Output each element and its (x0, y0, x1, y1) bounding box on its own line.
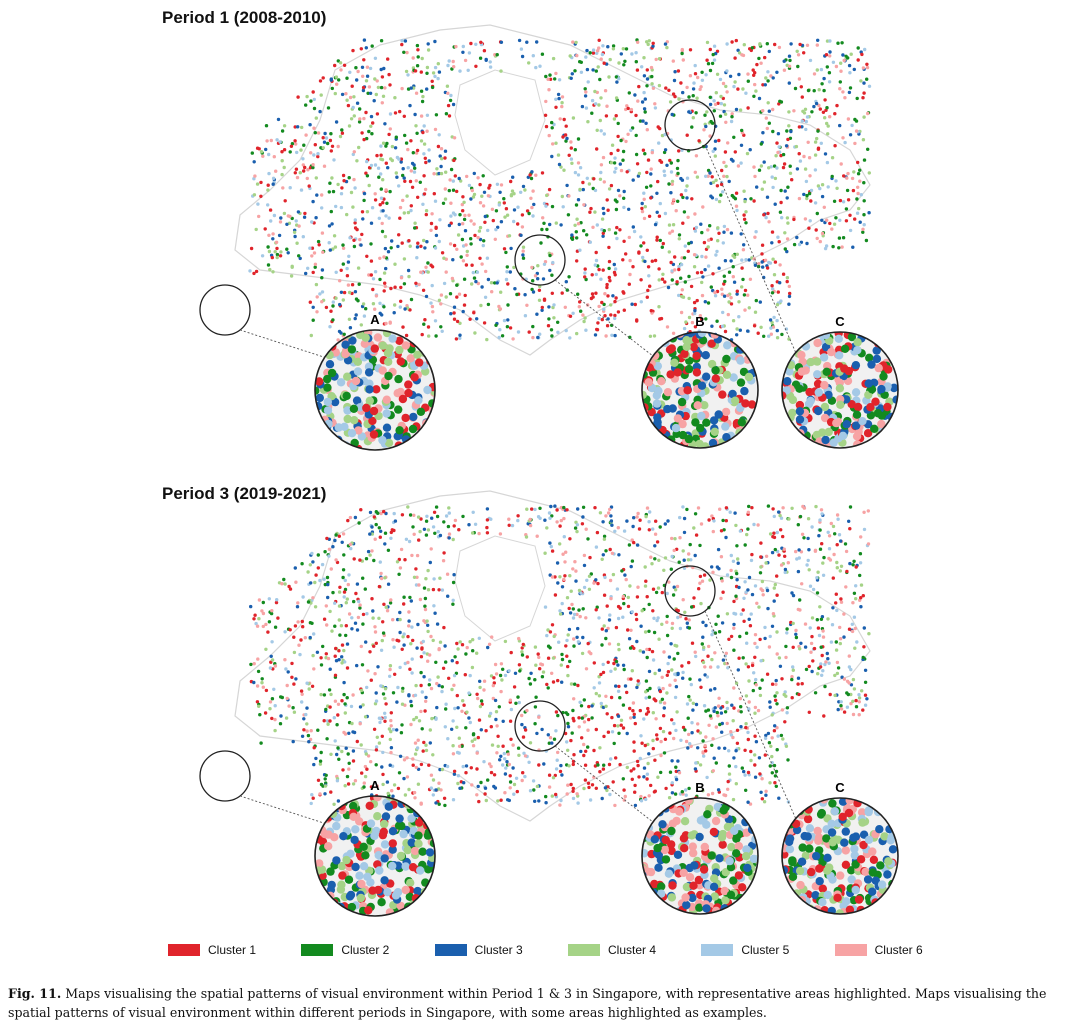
map-period-1: A B C (199, 24, 899, 451)
inset-label: A (370, 778, 380, 793)
legend-label: Cluster 4 (607, 943, 657, 957)
caption-label: Fig. 11. (8, 986, 62, 1001)
legend-label: Cluster 6 (874, 943, 923, 957)
road-cluster-dots (249, 504, 871, 808)
legend-label: Cluster 1 (208, 943, 257, 957)
caption-text: Maps visualising the spatial patterns of… (8, 986, 1047, 1020)
road-cluster-dots (248, 38, 872, 342)
inset-label: C (835, 780, 845, 795)
legend-label: Cluster 2 (341, 943, 390, 957)
legend-item-cluster-1: Cluster 1 (168, 940, 301, 960)
legend-item-cluster-6: Cluster 6 (834, 940, 968, 960)
inset-label: B (695, 314, 704, 329)
figure-caption: Fig. 11. Maps visualising the spatial pa… (8, 984, 1084, 1022)
legend-label: Cluster 3 (474, 943, 523, 957)
legend-label: Cluster 5 (741, 943, 790, 957)
legend-item-cluster-4: Cluster 4 (567, 940, 701, 960)
legend-swatch (434, 944, 467, 956)
legend-swatch (834, 944, 867, 956)
panel-title-period-1: Period 1 (2008-2010) (162, 8, 327, 27)
legend-item-cluster-2: Cluster 2 (301, 940, 434, 960)
legend-swatch (301, 944, 334, 956)
inset-label: A (370, 312, 380, 327)
panel-title-period-3: Period 3 (2019-2021) (162, 484, 327, 503)
inset-label: C (835, 314, 845, 329)
legend-item-cluster-5: Cluster 5 (701, 940, 834, 960)
map-period-3: A B C (199, 490, 899, 917)
legend-swatch (701, 944, 734, 956)
map-legend: Cluster 1 Cluster 2 Cluster 3 Cluster 4 … (168, 940, 968, 960)
legend-item-cluster-3: Cluster 3 (434, 940, 568, 960)
legend-swatch (567, 944, 600, 956)
inset-label: B (695, 780, 704, 795)
legend-swatch (168, 944, 200, 956)
